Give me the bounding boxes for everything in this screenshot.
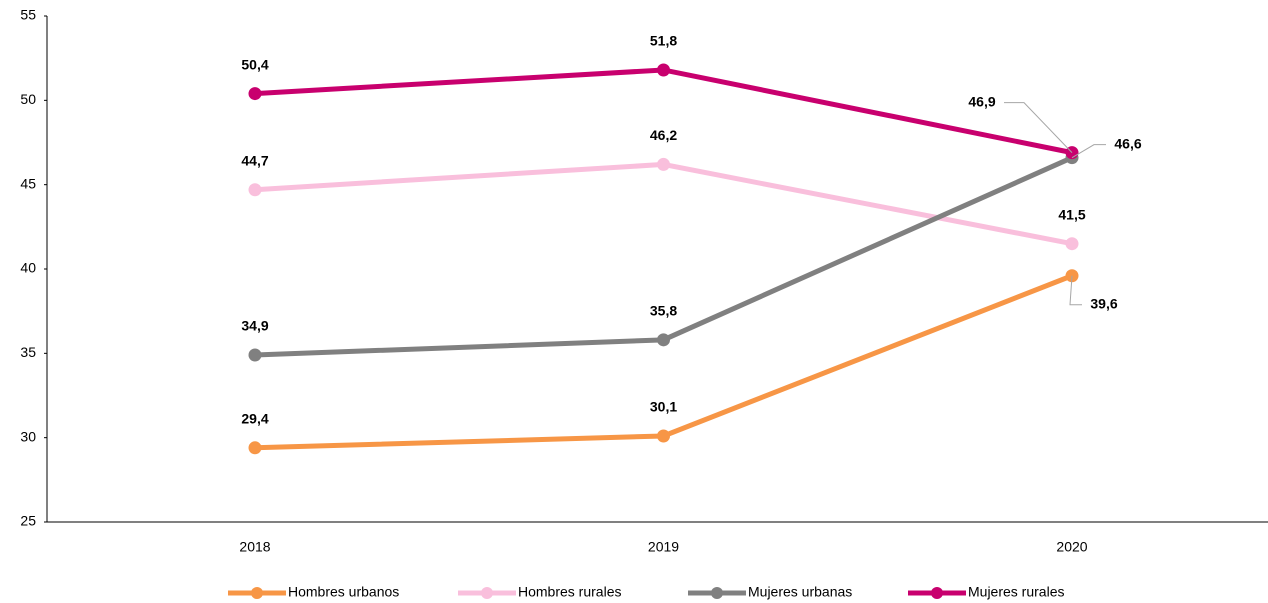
legend-marker [481,587,493,599]
data-point [657,63,670,77]
data-point [248,348,262,362]
x-tick-label: 2018 [239,539,270,555]
value-label: 30,1 [650,399,677,415]
legend-label: Hombres rurales [518,584,621,600]
data-point [248,183,262,197]
value-label: 34,9 [241,318,268,334]
y-tick-label: 55 [20,7,36,23]
value-label: 50,4 [241,56,268,72]
value-label: 35,8 [650,303,677,319]
leader-line [1069,275,1082,306]
legend-label: Mujeres rurales [968,584,1064,600]
value-label: 51,8 [650,33,677,49]
leader-line [1004,102,1073,153]
data-point [248,441,262,455]
data-point [657,157,670,171]
legend-label: Mujeres urbanas [748,584,852,600]
x-tick-label: 2019 [648,539,679,555]
value-label: 39,6 [1090,295,1117,311]
legend-label: Hombres urbanos [288,584,399,600]
y-tick-label: 30 [20,428,36,444]
value-label: 44,7 [241,152,268,168]
value-label: 41,5 [1058,206,1085,222]
value-label: 46,9 [968,93,995,109]
series-line [254,161,1073,247]
data-point [1065,237,1079,251]
y-tick-label: 35 [20,344,36,360]
y-tick-label: 40 [20,260,36,276]
y-tick-label: 45 [20,175,36,191]
legend-marker [251,587,263,599]
leader-line [1071,144,1106,159]
y-tick-label: 25 [20,513,36,529]
data-point [657,333,670,347]
data-point [248,87,262,101]
legend-marker [931,587,943,599]
data-point [657,429,670,443]
x-tick-label: 2020 [1056,539,1087,555]
value-label: 46,2 [650,127,677,143]
y-tick-label: 50 [20,91,36,107]
value-label: 29,4 [241,410,268,426]
value-label: 46,6 [1114,135,1141,151]
legend-marker [711,587,723,599]
